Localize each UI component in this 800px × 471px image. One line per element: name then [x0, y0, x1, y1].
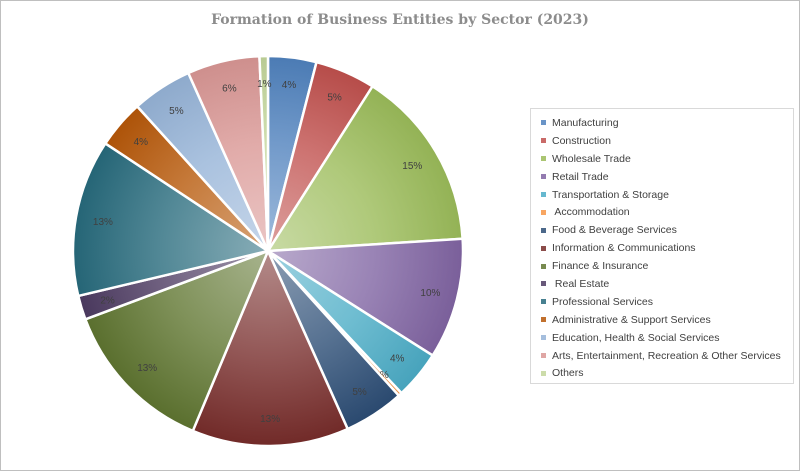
legend-swatch — [541, 120, 546, 126]
legend-label: Wholesale Trade — [552, 152, 631, 165]
data-label-retail-trade: 10% — [420, 288, 440, 299]
legend-item-accommodation: Accommodation — [541, 203, 793, 221]
legend-item-education-health-social-services: Education, Health & Social Services — [541, 329, 793, 347]
pie-slice-others — [258, 54, 270, 253]
legend-label: Accommodation — [552, 206, 630, 219]
legend-item-others: Others — [541, 364, 793, 382]
legend-label: Real Estate — [552, 277, 610, 290]
pie-slice-finance-insurance — [84, 249, 270, 433]
chart-legend: Manufacturing Construction Wholesale Trade… — [530, 108, 794, 384]
legend-item-manufacturing: Manufacturing — [541, 114, 793, 132]
data-label-arts-entertainment-recreation-other-services: 6% — [222, 83, 237, 94]
legend-swatch — [541, 299, 546, 305]
legend-swatch — [541, 209, 546, 215]
legend-item-construction: Construction — [541, 132, 793, 150]
legend-swatch — [541, 370, 546, 376]
legend-item-transportation-storage: Transportation & Storage — [541, 186, 793, 204]
legend-item-wholesale-trade: Wholesale Trade — [541, 150, 793, 168]
legend-label: Professional Services — [552, 295, 653, 308]
legend-swatch — [541, 156, 546, 162]
legend-label: Manufacturing — [552, 116, 619, 129]
legend-swatch — [541, 192, 546, 197]
legend-label: Arts, Entertainment, Recreation & Other … — [552, 349, 781, 362]
data-label-transportation-storage: 4% — [390, 353, 405, 364]
legend-label: Information & Communications — [552, 242, 696, 255]
data-label-real-estate: 2% — [100, 295, 115, 306]
legend-swatch — [541, 227, 546, 233]
data-label-information-communications: 13% — [260, 414, 280, 425]
legend-label: Food & Beverage Services — [552, 224, 677, 237]
legend-item-arts-entertainment-recreation-other-services: Arts, Entertainment, Recreation & Other … — [541, 347, 793, 365]
legend-swatch — [541, 245, 546, 251]
data-label-professional-services: 13% — [93, 217, 113, 228]
legend-item-professional-services: Professional Services — [541, 293, 793, 311]
data-label-finance-insurance: 13% — [137, 363, 157, 374]
data-label-construction: 5% — [327, 93, 342, 104]
pie-slice-retail-trade — [266, 237, 465, 357]
legend-item-administrative-support-services: Administrative & Support Services — [541, 311, 793, 329]
pie-slice-professional-services — [71, 142, 270, 298]
data-label-education-health-social-services: 5% — [169, 106, 184, 117]
data-label-administrative-support-services: 4% — [134, 137, 149, 148]
legend-item-real-estate: Real Estate — [541, 275, 793, 293]
legend-swatch — [541, 263, 546, 269]
legend-item-retail-trade: Retail Trade — [541, 168, 793, 186]
chart-title: Formation of Business Entities by Sector… — [211, 12, 589, 28]
legend-label: Others — [552, 367, 584, 380]
legend-label: Retail Trade — [552, 170, 609, 183]
data-label-wholesale-trade: 15% — [402, 161, 422, 172]
pie-slice-wholesale-trade — [266, 85, 464, 253]
legend-item-finance-insurance: Finance & Insurance — [541, 257, 793, 275]
legend-item-food-beverage-services: Food & Beverage Services — [541, 221, 793, 239]
pie-slice-information-communications — [191, 249, 349, 448]
legend-list: Manufacturing Construction Wholesale Trade… — [531, 109, 793, 382]
legend-swatch — [541, 353, 546, 359]
legend-swatch — [541, 317, 546, 323]
legend-label: Education, Health & Social Services — [552, 331, 720, 344]
legend-swatch — [541, 174, 546, 180]
legend-swatch — [541, 335, 546, 341]
legend-item-information-communications: Information & Communications — [541, 239, 793, 257]
legend-label: Transportation & Storage — [552, 188, 669, 201]
legend-label: Administrative & Support Services — [552, 313, 711, 326]
legend-swatch — [541, 281, 546, 287]
data-label-manufacturing: 4% — [282, 80, 297, 91]
legend-label: Finance & Insurance — [552, 260, 649, 273]
data-label-others: 1% — [257, 79, 272, 90]
data-label-food-beverage-services: 5% — [352, 387, 367, 398]
legend-label: Construction — [552, 134, 611, 147]
legend-swatch — [541, 138, 546, 144]
